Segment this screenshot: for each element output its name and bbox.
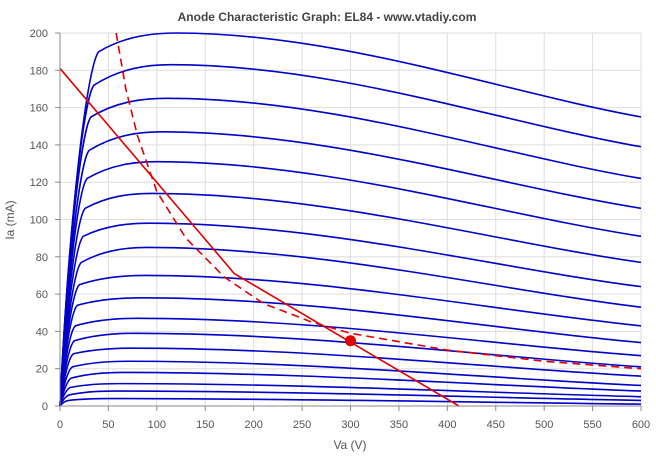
- y-tick-label: 0: [42, 401, 48, 413]
- load-line-overlays: [59, 32, 642, 407]
- anode-curve: [59, 222, 642, 407]
- y-tick-labels: 0 20 40 60 80 100 120 140 160 180 200: [30, 28, 60, 413]
- x-tick-labels: 0 50 100 150 200 250 300 350 400 450 500 550 600: [57, 406, 650, 431]
- anode-curve: [59, 246, 642, 407]
- y-tick-label: 40: [36, 326, 48, 338]
- max-dissipation-curve: [115, 32, 642, 370]
- anode-curve: [59, 317, 642, 407]
- x-tick-label: 550: [583, 419, 601, 431]
- y-axis-label: Ia (mA): [3, 200, 17, 239]
- x-tick-label: 100: [148, 419, 166, 431]
- y-tick-label: 20: [36, 364, 48, 376]
- anode-curve: [59, 274, 642, 407]
- y-tick-label: 180: [30, 65, 48, 77]
- y-tick-label: 100: [30, 215, 48, 227]
- x-tick-label: 200: [244, 419, 262, 431]
- anode-curve: [59, 371, 642, 407]
- anode-curve: [59, 382, 642, 407]
- anode-curve: [59, 360, 642, 407]
- y-tick-label: 200: [30, 28, 48, 40]
- x-tick-label: 150: [196, 419, 214, 431]
- grid: [60, 32, 642, 406]
- x-tick-label: 500: [535, 419, 553, 431]
- y-tick-label: 120: [30, 177, 48, 189]
- y-tick-label: 140: [30, 140, 48, 152]
- x-tick-label: 0: [57, 419, 63, 431]
- anode-curve: [59, 390, 642, 407]
- x-tick-label: 350: [390, 419, 408, 431]
- anode-curve: [59, 347, 642, 407]
- x-tick-label: 50: [102, 419, 114, 431]
- anode-curve: [59, 192, 642, 407]
- chart-title: Anode Characteristic Graph: EL84 - www.v…: [178, 10, 477, 24]
- x-tick-label: 400: [438, 419, 456, 431]
- y-tick-label: 60: [36, 289, 48, 301]
- x-tick-label: 300: [341, 419, 359, 431]
- load-line: [59, 67, 460, 407]
- operating-point: [345, 335, 356, 347]
- y-tick-label: 80: [36, 252, 48, 264]
- anode-curve: [59, 63, 642, 407]
- anode-curve: [59, 131, 642, 407]
- anode-curve: [59, 297, 642, 407]
- anode-curve: [59, 332, 642, 407]
- x-tick-label: 450: [487, 419, 505, 431]
- anode-curves: [59, 32, 642, 407]
- x-tick-label: 250: [293, 419, 311, 431]
- anode-curve: [59, 97, 642, 407]
- x-axis-label: Va (V): [333, 438, 366, 452]
- y-tick-label: 160: [30, 103, 48, 115]
- anode-curve: [59, 160, 642, 407]
- x-tick-label: 600: [632, 419, 650, 431]
- anode-curve: [59, 397, 642, 407]
